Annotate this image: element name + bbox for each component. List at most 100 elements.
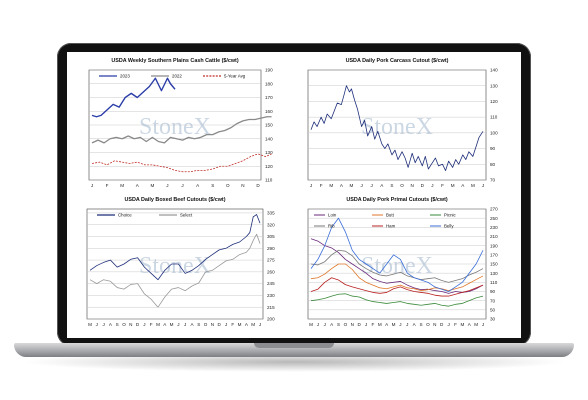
y-tick-label: 215 bbox=[267, 305, 275, 310]
y-tick-label: 320 bbox=[267, 222, 275, 227]
y-tick-label: 270 bbox=[490, 207, 498, 212]
y-tick-label: 180 bbox=[265, 81, 273, 86]
watermark: StoneX bbox=[139, 253, 211, 279]
series-line-2023 bbox=[91, 77, 176, 118]
y-tick-label: 260 bbox=[267, 269, 275, 274]
y-tick-label: 250 bbox=[490, 216, 498, 221]
x-tick-label: J bbox=[360, 183, 362, 188]
x-tick-label: O bbox=[426, 322, 430, 327]
y-tick-label: 110 bbox=[490, 280, 498, 285]
y-tick-label: 130 bbox=[265, 150, 273, 155]
x-tick-label: M bbox=[392, 322, 396, 327]
chart-title: USDA Daily Pork Carcass Cutout ($/cwt) bbox=[346, 58, 449, 64]
y-tick-label: 140 bbox=[265, 136, 273, 141]
x-tick-label: A bbox=[413, 322, 417, 327]
y-tick-label: 90 bbox=[490, 146, 496, 151]
x-tick-label: F bbox=[231, 322, 234, 327]
x-tick-label: J bbox=[310, 183, 312, 188]
y-tick-label: 275 bbox=[267, 258, 275, 263]
y-tick-label: 120 bbox=[490, 99, 498, 104]
x-tick-label: M bbox=[238, 322, 242, 327]
series-line-butt bbox=[310, 263, 484, 291]
chart-panel-4: USDA Daily Pork Primal Cutouts ($/cwt) 30… bbox=[307, 197, 498, 327]
legend-label: Select bbox=[180, 213, 193, 218]
series-line-5-year-avg bbox=[91, 153, 272, 173]
y-tick-label: 190 bbox=[490, 243, 498, 248]
x-tick-label: J bbox=[102, 322, 104, 327]
x-tick-label: A bbox=[468, 322, 472, 327]
series-line-cutout bbox=[310, 85, 484, 171]
chart-panel-1: USDA Weekly Southern Plains Cash Cattle … bbox=[88, 58, 273, 188]
x-tick-label: J bbox=[482, 322, 484, 327]
x-tick-label: M bbox=[329, 183, 333, 188]
x-tick-label: N bbox=[211, 322, 214, 327]
x-tick-label: J bbox=[399, 322, 401, 327]
x-tick-label: M bbox=[474, 322, 478, 327]
x-tick-label: J bbox=[184, 322, 186, 327]
legend-label: Loin bbox=[328, 213, 337, 218]
x-tick-label: A bbox=[163, 322, 167, 327]
y-tick-label: 30 bbox=[490, 317, 496, 322]
x-tick-label: A bbox=[245, 322, 249, 327]
series-line-ham bbox=[310, 277, 484, 297]
charts-canvas: USDA Weekly Southern Plains Cash Cattle … bbox=[86, 58, 498, 327]
y-tick-label: 130 bbox=[490, 271, 498, 276]
x-tick-label: D bbox=[440, 322, 444, 327]
laptop-notch bbox=[254, 343, 334, 348]
y-tick-label: 305 bbox=[267, 234, 275, 239]
chart-title: USDA Daily Pork Primal Cutouts ($/cwt) bbox=[346, 197, 448, 203]
y-tick-label: 290 bbox=[267, 246, 275, 251]
x-tick-label: M bbox=[309, 322, 313, 327]
legend-label: Choice bbox=[118, 213, 132, 218]
series-line-select bbox=[89, 233, 261, 308]
x-tick-label: A bbox=[330, 322, 334, 327]
x-tick-label: F bbox=[441, 183, 444, 188]
x-tick-label: J bbox=[482, 183, 484, 188]
legend-label: 2023 bbox=[120, 74, 130, 79]
series-line-belly bbox=[310, 217, 484, 292]
x-tick-label: D bbox=[136, 322, 140, 327]
legend-label: Butt bbox=[386, 213, 395, 218]
series-line-picnic bbox=[310, 293, 484, 307]
y-tick-label: 190 bbox=[265, 68, 273, 73]
x-tick-label: M bbox=[120, 183, 124, 188]
legend-label: 2022 bbox=[172, 74, 182, 79]
legend-label: Rib bbox=[328, 224, 335, 229]
x-tick-label: J bbox=[365, 322, 367, 327]
y-tick-label: 170 bbox=[265, 95, 273, 100]
x-tick-label: J bbox=[177, 322, 179, 327]
x-tick-label: F bbox=[150, 322, 153, 327]
watermark: StoneX bbox=[139, 114, 211, 140]
x-tick-label: D bbox=[357, 322, 361, 327]
x-tick-label: D bbox=[256, 183, 260, 188]
y-tick-label: 80 bbox=[490, 162, 496, 167]
y-tick-label: 170 bbox=[490, 252, 498, 257]
x-tick-label: J bbox=[406, 322, 408, 327]
plot-frame bbox=[307, 69, 487, 181]
y-tick-label: 230 bbox=[267, 293, 275, 298]
x-tick-label: M bbox=[471, 183, 475, 188]
x-tick-label: F bbox=[320, 183, 323, 188]
x-tick-label: M bbox=[88, 322, 92, 327]
x-tick-label: N bbox=[411, 183, 414, 188]
x-tick-label: S bbox=[390, 183, 393, 188]
x-tick-label: F bbox=[106, 183, 109, 188]
x-tick-label: J bbox=[91, 183, 93, 188]
legend-label: Picnic bbox=[444, 213, 457, 218]
y-tick-label: 160 bbox=[265, 109, 273, 114]
y-tick-label: 150 bbox=[490, 262, 498, 267]
x-tick-label: A bbox=[340, 183, 344, 188]
x-tick-label: D bbox=[421, 183, 425, 188]
y-tick-label: 70 bbox=[490, 298, 496, 303]
series-line-loin bbox=[310, 238, 484, 294]
laptop-shadow bbox=[20, 352, 568, 372]
x-tick-label: O bbox=[122, 322, 126, 327]
x-tick-label: M bbox=[451, 183, 455, 188]
chart-panel-3: USDA Daily Boxed Beef Cutouts ($/cwt) 200… bbox=[86, 197, 275, 327]
x-tick-label: S bbox=[197, 322, 200, 327]
x-tick-label: M bbox=[170, 322, 174, 327]
x-tick-label: M bbox=[378, 322, 382, 327]
x-tick-label: J bbox=[166, 183, 168, 188]
series-line-choice bbox=[89, 214, 261, 281]
x-tick-label: A bbox=[136, 183, 140, 188]
